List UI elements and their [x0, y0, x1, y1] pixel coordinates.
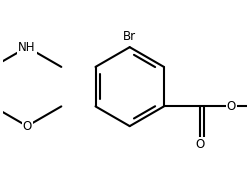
Text: NH: NH — [18, 41, 36, 54]
Text: O: O — [196, 138, 205, 151]
Text: Br: Br — [123, 30, 136, 43]
Text: O: O — [22, 120, 32, 133]
Text: O: O — [226, 100, 236, 113]
